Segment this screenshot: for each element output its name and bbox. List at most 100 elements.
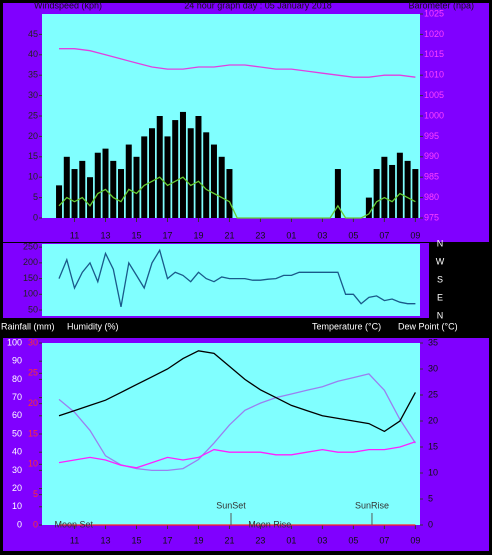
y2-tick-label: 1015 — [424, 49, 444, 59]
x-tick-label: 17 — [162, 230, 172, 240]
y3-tick-label: 70 — [12, 392, 22, 402]
x-tick-label: 23 — [255, 535, 265, 545]
y-tick-label: 5 — [33, 192, 38, 202]
y3-tick-label: 90 — [12, 356, 22, 366]
wind-bar — [71, 169, 78, 218]
series-line — [58, 441, 416, 469]
event-label: SunSet — [216, 500, 246, 510]
wind-bar — [412, 169, 419, 218]
y-tick-label: 35 — [28, 70, 38, 80]
x-tick-label: 13 — [101, 535, 111, 545]
y-tick-label: 150 — [23, 273, 38, 283]
y2-tick-label: 5 — [428, 493, 433, 503]
wind-bar — [381, 156, 388, 218]
wind-bar — [172, 120, 179, 218]
x-tick-label: 09 — [410, 230, 420, 240]
wind-bar — [110, 160, 117, 218]
series-line — [59, 48, 416, 78]
y2-tick-label: 0 — [428, 519, 433, 529]
y2-tick-label: 1005 — [424, 90, 444, 100]
y-tick-label: 40 — [28, 49, 38, 59]
x-tick-label: 05 — [348, 230, 358, 240]
compass-label: S — [437, 274, 443, 284]
wind-axis-title: Windspeed (kph) — [34, 0, 102, 10]
wind-bar — [148, 128, 155, 218]
y2-tick-label: 975 — [424, 212, 439, 222]
y-tick-label: 10 — [28, 459, 38, 469]
wind-bar — [87, 177, 94, 218]
event-label: Moon Rise — [248, 519, 291, 529]
wind-bar — [179, 111, 186, 218]
y-tick-label: 5 — [33, 489, 38, 499]
x-tick-label: 15 — [131, 230, 141, 240]
wind-bar — [365, 197, 372, 218]
wind-bar — [187, 128, 194, 218]
x-tick-label: 21 — [224, 230, 234, 240]
series-line — [58, 373, 416, 472]
y-tick-label: 0 — [33, 212, 38, 222]
compass-label: N — [437, 310, 444, 320]
x-tick-label: 13 — [101, 230, 111, 240]
wind-bar — [56, 185, 63, 218]
y2-tick-label: 25 — [428, 389, 438, 399]
y-tick-label: 15 — [28, 151, 38, 161]
y2-tick-label: 20 — [428, 415, 438, 425]
barometer-axis-title: Barometer (hpa) — [408, 0, 474, 10]
wind-bar — [334, 169, 341, 218]
wind-bar — [125, 144, 132, 218]
x-tick-label: 03 — [317, 230, 327, 240]
y-tick-label: 0 — [33, 519, 38, 529]
wind-bar — [94, 152, 101, 218]
x-tick-label: 01 — [286, 535, 296, 545]
y3-tick-label: 0 — [17, 519, 22, 529]
x-tick-label: 05 — [348, 535, 358, 545]
wind-bar — [118, 169, 125, 218]
y-tick-label: 30 — [28, 337, 38, 347]
humidity-axis-title: Humidity (%) — [67, 321, 119, 331]
y-tick-label: 250 — [23, 242, 38, 252]
compass-label: N — [437, 238, 444, 248]
wind-bar — [404, 160, 411, 218]
wind-bar — [203, 132, 210, 218]
series-line — [58, 176, 416, 219]
y-tick-label: 45 — [28, 29, 38, 39]
x-tick-label: 07 — [379, 535, 389, 545]
x-tick-label: 11 — [70, 535, 79, 545]
rain-axis-title: Rainfall (mm) — [1, 321, 55, 331]
y2-tick-label: 980 — [424, 192, 439, 202]
y3-tick-label: 10 — [12, 501, 22, 511]
wind-bar — [156, 116, 163, 218]
wind-bar — [396, 152, 403, 218]
x-tick-label: 21 — [224, 535, 234, 545]
series-line — [58, 350, 416, 433]
y3-tick-label: 100 — [7, 337, 22, 347]
y3-tick-label: 60 — [12, 410, 22, 420]
x-tick-label: 09 — [410, 535, 420, 545]
y3-tick-label: 20 — [12, 483, 22, 493]
wind-bar — [79, 160, 86, 218]
y-tick-label: 100 — [23, 289, 38, 299]
y2-tick-label: 990 — [424, 151, 439, 161]
y-tick-label: 200 — [23, 257, 38, 267]
event-label: Moon Set — [54, 519, 93, 529]
y-tick-label: 50 — [28, 304, 38, 314]
y2-tick-label: 35 — [428, 337, 438, 347]
y2-tick-label: 995 — [424, 131, 439, 141]
wind-bar — [141, 136, 148, 218]
y-tick-label: 25 — [28, 110, 38, 120]
series-line — [58, 248, 416, 308]
y2-tick-label: 30 — [428, 363, 438, 373]
x-tick-label: 19 — [193, 230, 203, 240]
x-tick-label: 07 — [379, 230, 389, 240]
y3-tick-label: 40 — [12, 447, 22, 457]
wind-bar — [133, 156, 140, 218]
dew-point-axis-title: Dew Point (°C) — [398, 321, 458, 331]
y-tick-label: 15 — [28, 428, 38, 438]
bottom-plot-area — [42, 343, 420, 525]
y3-tick-label: 50 — [12, 428, 22, 438]
y3-tick-label: 80 — [12, 374, 22, 384]
wind-bar — [373, 169, 380, 218]
chart-title: 24 hour graph day : 05 January 2018 — [184, 0, 332, 10]
x-tick-label: 11 — [70, 230, 79, 240]
